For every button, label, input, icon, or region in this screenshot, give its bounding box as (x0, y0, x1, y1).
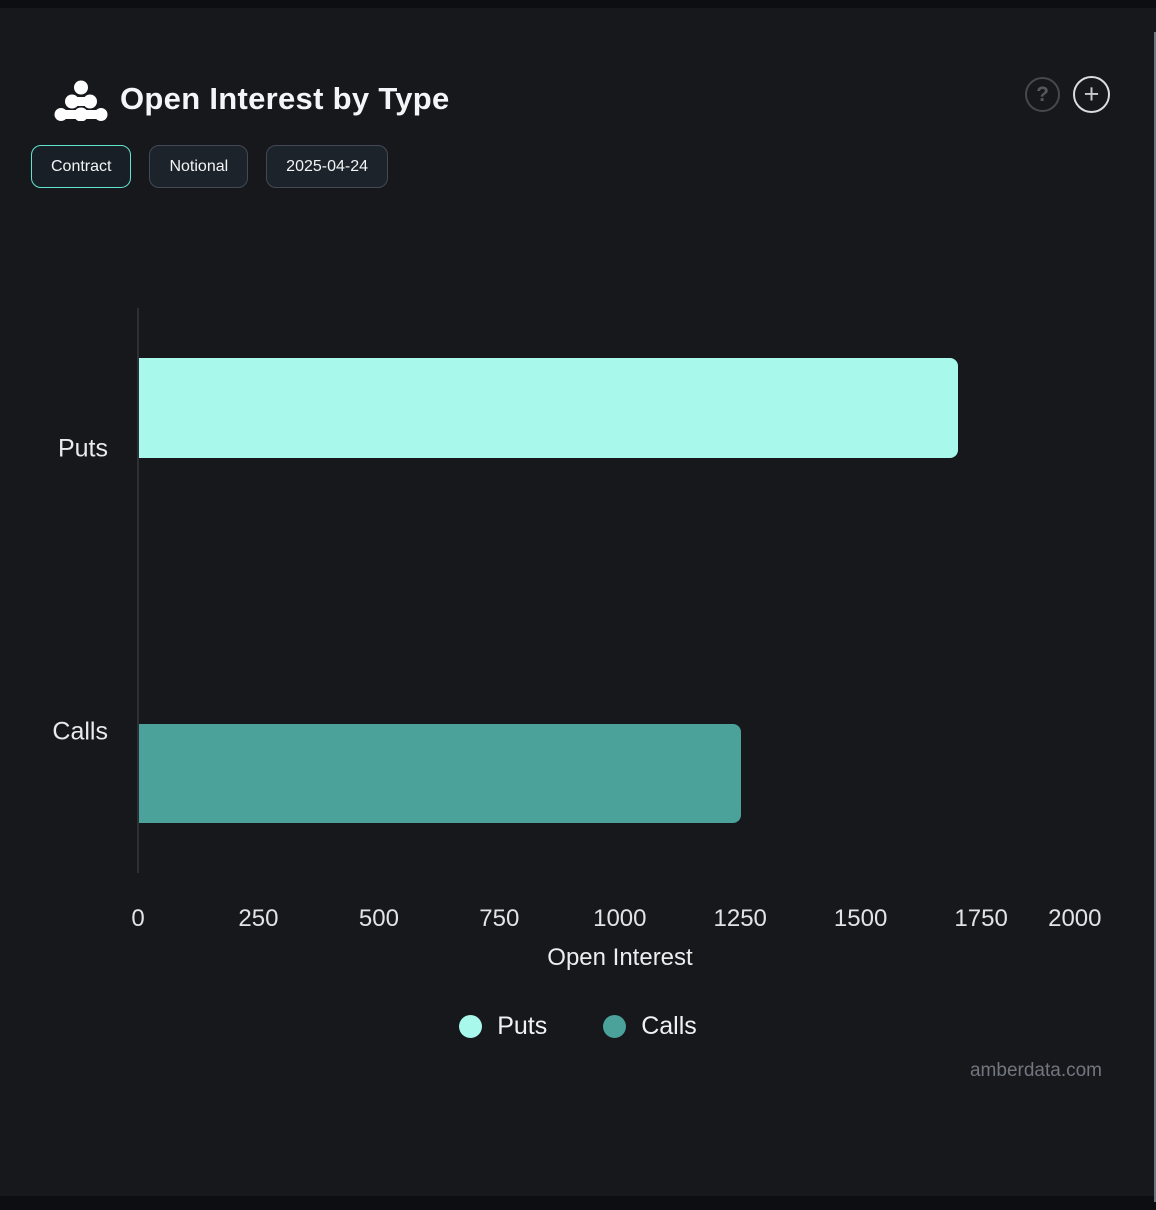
bar-puts[interactable] (139, 358, 958, 458)
add-button[interactable]: + (1073, 76, 1110, 113)
help-icon[interactable]: ? (1025, 77, 1060, 112)
category-label-calls: Calls (52, 717, 108, 745)
legend-label: Calls (641, 1012, 697, 1040)
help-glyph: ? (1036, 82, 1049, 106)
amberdata-logo (54, 80, 108, 121)
x-tick-1000: 1000 (593, 905, 647, 932)
x-axis-title: Open Interest (547, 944, 693, 971)
x-tick-750: 750 (479, 905, 520, 932)
bar-calls[interactable] (139, 723, 742, 823)
header-icons: ? + (1025, 76, 1110, 113)
watermark: amberdata.com (969, 1060, 1102, 1081)
legend-label: Puts (497, 1012, 548, 1040)
page-title: Open Interest by Type (120, 81, 450, 116)
legend-item-puts[interactable]: Puts (459, 1012, 547, 1041)
date-selector-button[interactable]: 2025-04-24 (266, 145, 389, 188)
x-tick-1750: 1750 (954, 905, 1008, 932)
toolbar: Contract Notional 2025-04-24 (31, 145, 389, 188)
x-tick-1250: 1250 (713, 905, 767, 932)
chart-legend: Puts Calls (0, 1012, 1156, 1041)
category-label-puts: Puts (57, 434, 108, 463)
toggle-notional-button[interactable]: Notional (149, 145, 249, 188)
widget-panel (0, 8, 1156, 1196)
x-tick-2000: 2000 (1048, 905, 1102, 932)
toggle-contract-button[interactable]: Contract (31, 145, 132, 188)
x-tick-250: 250 (238, 905, 279, 932)
x-tick-0: 0 (131, 905, 145, 932)
x-tick-500: 500 (358, 905, 399, 932)
legend-dot-calls (603, 1015, 627, 1038)
x-tick-1500: 1500 (833, 905, 888, 932)
legend-item-calls[interactable]: Calls (603, 1012, 697, 1041)
y-axis-line (137, 308, 139, 873)
legend-dot-puts (459, 1015, 483, 1038)
plus-icon: + (1083, 79, 1100, 109)
scrollbar[interactable] (1154, 32, 1156, 1202)
